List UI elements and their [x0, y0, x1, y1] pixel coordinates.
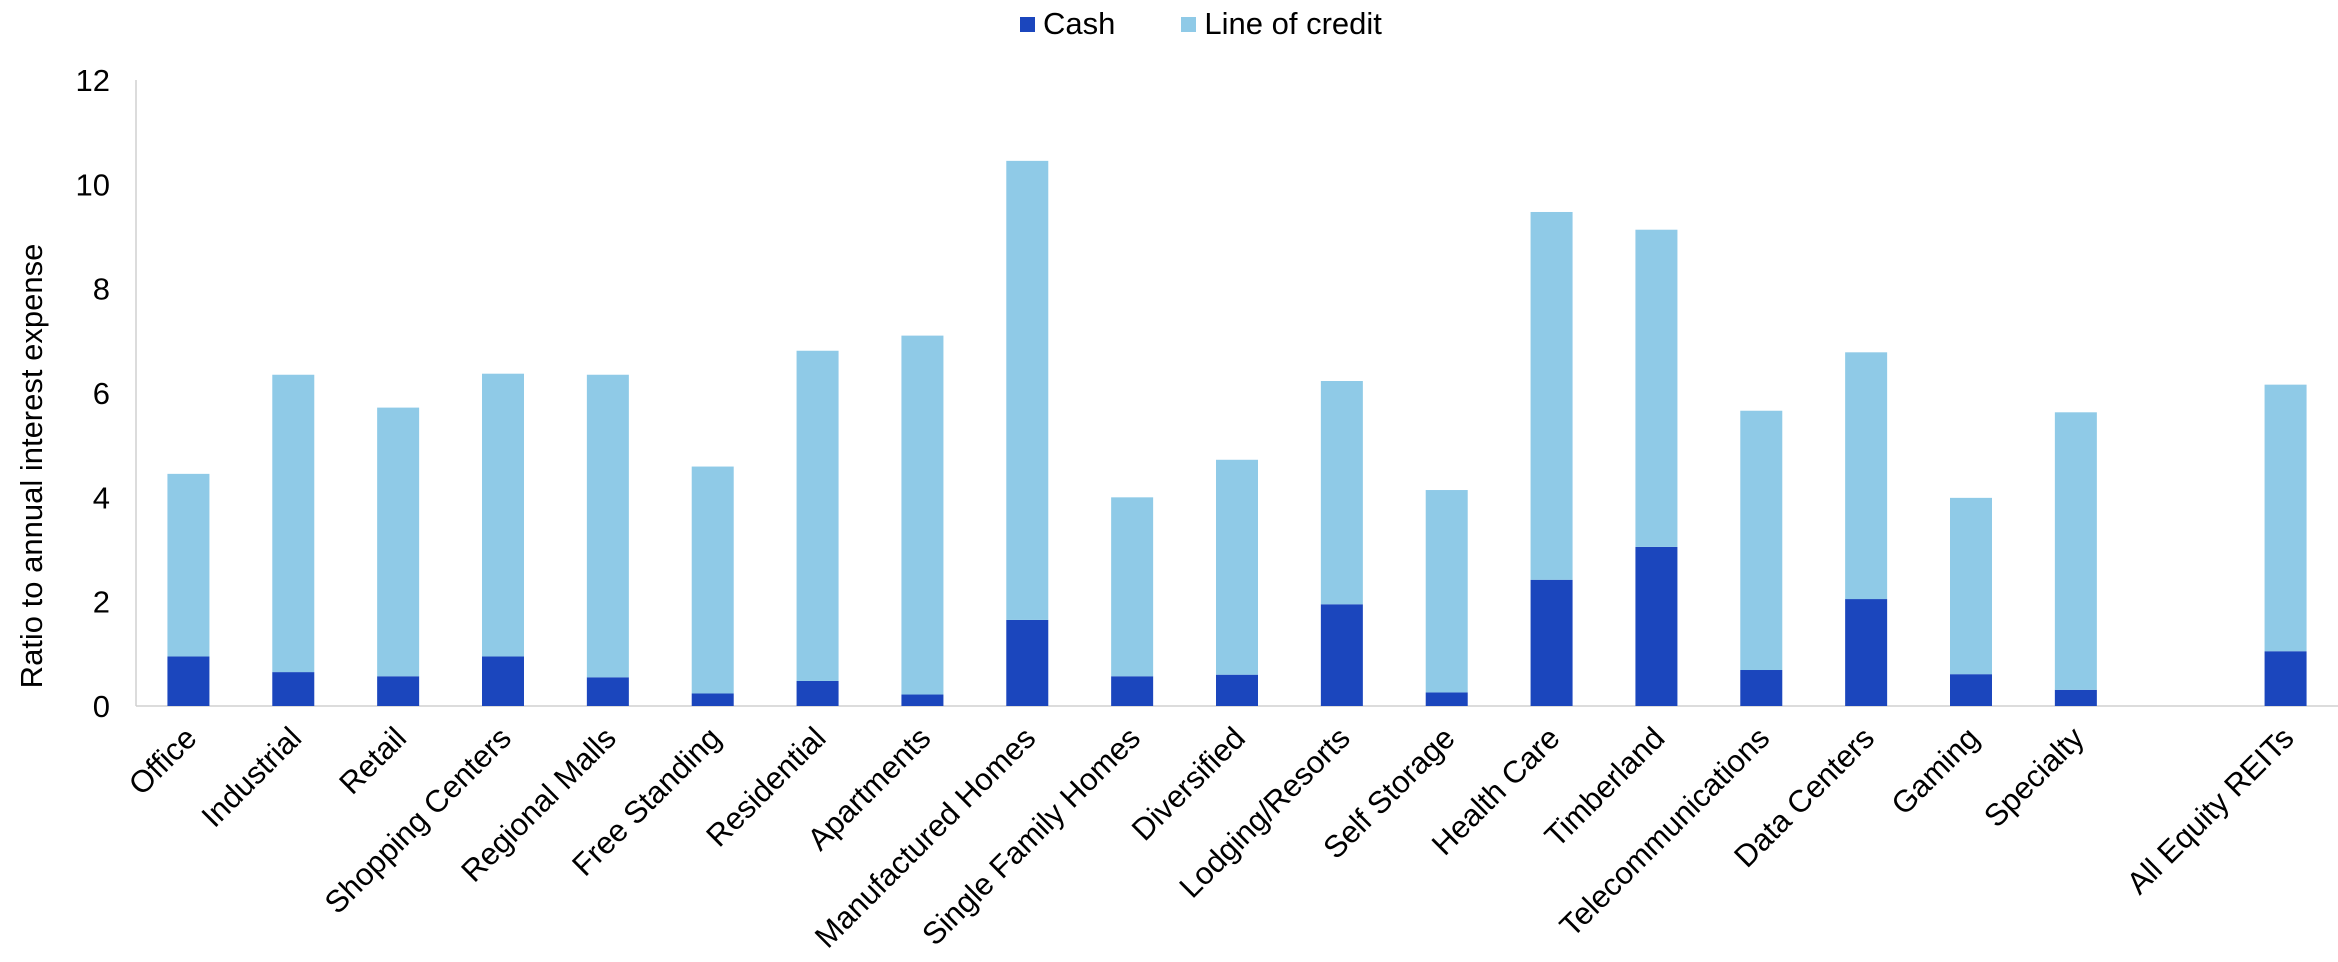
x-tick-label: Telecommunications — [1553, 720, 1776, 943]
bar-cash — [1950, 674, 1992, 706]
bar-line-of-credit — [377, 408, 419, 677]
bar-line-of-credit — [1111, 497, 1153, 676]
y-tick-label: 8 — [93, 272, 110, 307]
bar-cash — [1740, 670, 1782, 706]
bar-line-of-credit — [167, 474, 209, 657]
x-tick-label: Industrial — [195, 720, 309, 834]
bar-line-of-credit — [1635, 230, 1677, 547]
y-tick-label: 12 — [76, 63, 110, 98]
x-tick-label: Specialty — [1977, 720, 2091, 834]
bar-cash — [1426, 692, 1468, 706]
bar-cash — [1845, 599, 1887, 706]
bar-cash — [1216, 675, 1258, 706]
y-tick-label: 0 — [93, 689, 110, 724]
bar-cash — [482, 656, 524, 706]
bar-line-of-credit — [272, 375, 314, 672]
bar-cash — [1321, 604, 1363, 706]
x-tick-label: Retail — [332, 720, 413, 801]
bar-line-of-credit — [1845, 352, 1887, 599]
bar-line-of-credit — [482, 374, 524, 657]
bar-cash — [1006, 620, 1048, 706]
bar-cash — [1111, 676, 1153, 706]
bar-line-of-credit — [1426, 490, 1468, 692]
bar-line-of-credit — [587, 375, 629, 678]
bar-cash — [2055, 690, 2097, 706]
bar-cash — [901, 695, 943, 706]
bar-line-of-credit — [1740, 411, 1782, 670]
bar-cash — [797, 681, 839, 706]
bar-cash — [692, 693, 734, 706]
x-tick-label: Gaming — [1884, 720, 1986, 822]
y-tick-label: 4 — [93, 480, 110, 515]
bar-line-of-credit — [1321, 381, 1363, 604]
y-tick-label: 10 — [76, 167, 110, 202]
bar-line-of-credit — [1531, 212, 1573, 580]
bar-line-of-credit — [1006, 161, 1048, 620]
bar-line-of-credit — [2055, 412, 2097, 690]
x-tick-label: Office — [122, 720, 204, 802]
bar-line-of-credit — [1216, 460, 1258, 675]
x-tick-label: Shopping Centers — [318, 720, 518, 920]
y-tick-label: 2 — [93, 585, 110, 620]
bar-line-of-credit — [692, 467, 734, 694]
bar-cash — [272, 672, 314, 706]
bar-line-of-credit — [901, 336, 943, 695]
bar-line-of-credit — [797, 351, 839, 681]
y-tick-label: 6 — [93, 376, 110, 411]
bar-cash — [1531, 580, 1573, 706]
bar-line-of-credit — [1950, 498, 1992, 674]
bar-cash — [167, 656, 209, 706]
bar-line-of-credit — [2265, 385, 2307, 652]
bar-cash — [2265, 651, 2307, 706]
x-tick-label: All Equity REITs — [2120, 720, 2301, 901]
bar-cash — [587, 677, 629, 706]
bar-cash — [1635, 547, 1677, 706]
bar-cash — [377, 676, 419, 706]
